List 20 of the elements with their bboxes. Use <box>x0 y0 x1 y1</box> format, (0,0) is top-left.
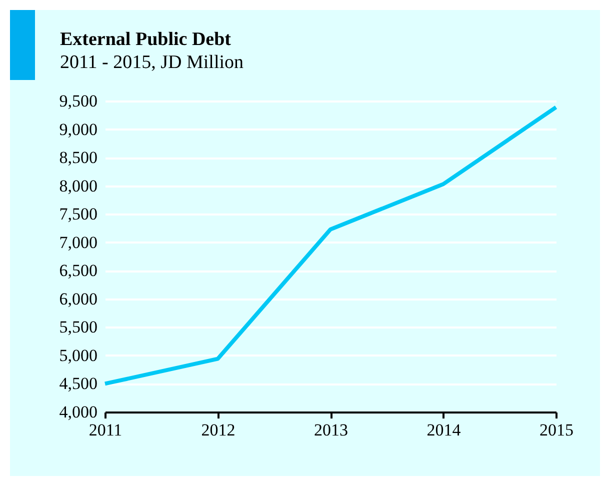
y-tick-label: 7,000 <box>59 232 98 252</box>
y-tick-label: 4,500 <box>59 374 98 394</box>
x-tick-label: 2013 <box>314 420 348 440</box>
y-tick-label: 9,000 <box>59 120 98 139</box>
y-tick-label: 4,000 <box>59 402 98 422</box>
y-tick-label: 8,000 <box>59 176 98 196</box>
x-tick-label: 2015 <box>540 420 574 440</box>
y-tick-label: 6,000 <box>59 289 98 308</box>
y-tick-label: 9,500 <box>59 92 98 110</box>
y-tick-label: 7,500 <box>59 204 98 224</box>
y-tick-label: 8,500 <box>59 148 98 168</box>
x-tick-label: 2011 <box>88 420 122 440</box>
chart-title: External Public Debt <box>60 29 232 50</box>
y-tick-label: 5,000 <box>59 346 98 365</box>
x-tick-label: 2014 <box>426 420 462 440</box>
line-series <box>103 105 558 386</box>
y-tick-label: 6,500 <box>59 261 98 280</box>
chart-subtitle: 2011 - 2015, JD Million <box>60 52 244 73</box>
y-tick-label: 5,500 <box>59 318 98 337</box>
x-tick-label: 2012 <box>201 420 236 440</box>
